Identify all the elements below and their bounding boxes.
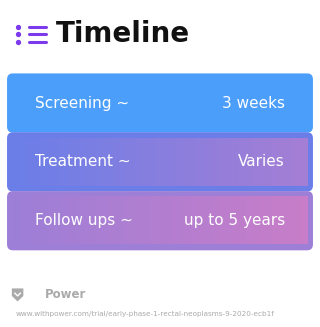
Text: Power: Power [45,288,86,301]
FancyBboxPatch shape [7,73,313,133]
Text: Screening ~: Screening ~ [35,95,129,111]
FancyBboxPatch shape [7,191,313,250]
FancyBboxPatch shape [7,132,313,192]
Text: Treatment ~: Treatment ~ [35,154,131,169]
Text: www.withpower.com/trial/early-phase-1-rectal-neoplasms-9-2020-ecb1f: www.withpower.com/trial/early-phase-1-re… [16,311,275,317]
Text: 3 weeks: 3 weeks [222,95,285,111]
Polygon shape [12,288,23,301]
Text: Varies: Varies [238,154,285,169]
Text: ⎯: ⎯ [16,290,21,299]
Text: up to 5 years: up to 5 years [184,213,285,228]
Text: Timeline: Timeline [56,20,190,48]
Text: Follow ups ~: Follow ups ~ [35,213,133,228]
